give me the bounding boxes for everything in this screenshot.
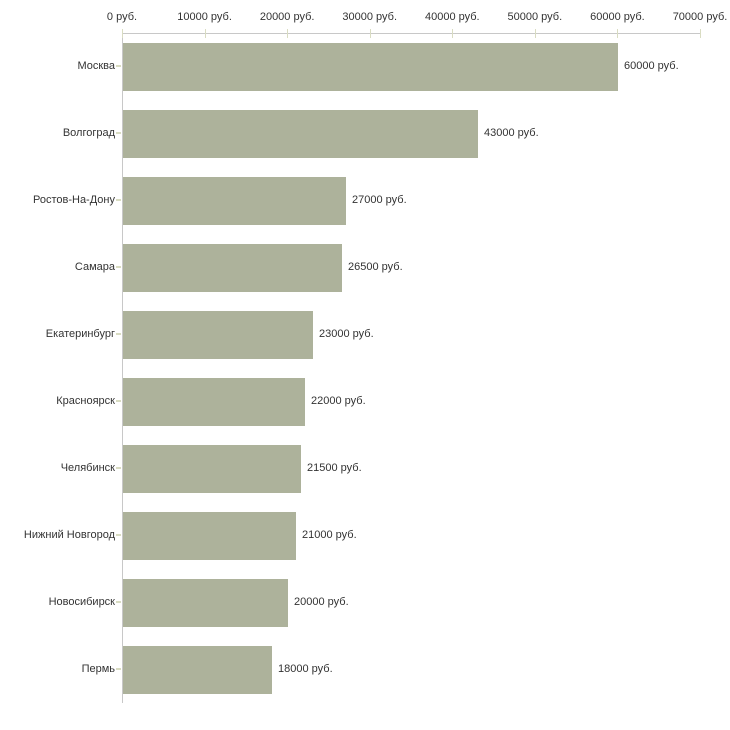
value-label: 21500 руб. <box>307 462 362 474</box>
y-tick-mark <box>116 601 121 603</box>
x-tick-label: 50000 руб. <box>507 11 563 23</box>
bar-1 <box>123 43 618 91</box>
x-tick-mark <box>287 29 289 38</box>
category-label: Новосибирск <box>48 596 115 608</box>
value-label: 22000 руб. <box>311 395 366 407</box>
category-label: Самара <box>74 261 115 273</box>
y-tick-mark <box>116 400 121 402</box>
y-tick-mark <box>116 467 121 469</box>
x-tick-label: 30000 руб. <box>342 11 398 23</box>
x-tick-label: 70000 руб. <box>672 11 728 23</box>
x-tick-mark <box>204 29 206 38</box>
value-label: 18000 руб. <box>278 663 333 675</box>
bar-9 <box>123 579 288 627</box>
bar-4 <box>123 244 342 292</box>
y-tick-mark <box>116 266 121 268</box>
value-label: 20000 руб. <box>294 596 349 608</box>
x-tick-mark <box>122 29 123 38</box>
x-tick-mark <box>534 29 536 38</box>
y-tick-mark <box>116 199 121 201</box>
y-tick-mark <box>116 65 121 67</box>
value-label: 43000 руб. <box>484 127 539 139</box>
value-label: 27000 руб. <box>352 194 407 206</box>
category-label: Москва <box>77 60 115 72</box>
value-label: 21000 руб. <box>302 529 357 541</box>
y-tick-mark <box>116 534 121 536</box>
bar-3 <box>123 177 346 225</box>
category-label: Нижний Новгород <box>23 529 115 541</box>
bar-2 <box>123 110 478 158</box>
bar-10 <box>123 646 272 694</box>
category-label: Екатеринбург <box>45 328 115 340</box>
x-tick-label: 20000 руб. <box>259 11 315 23</box>
bar-5 <box>123 311 313 359</box>
value-label: 23000 руб. <box>319 328 374 340</box>
category-label: Ростов-На-Дону <box>32 194 115 206</box>
category-label: Красноярск <box>56 395 115 407</box>
x-tick-mark <box>369 29 371 38</box>
x-tick-mark <box>617 29 619 38</box>
x-tick-label: 0 руб. <box>106 11 138 23</box>
bar-7 <box>123 445 301 493</box>
y-tick-mark <box>116 132 121 134</box>
x-tick-label: 10000 руб. <box>177 11 232 23</box>
y-tick-mark <box>116 333 121 335</box>
x-tick-label: 60000 руб. <box>590 11 645 23</box>
bar-8 <box>123 512 296 560</box>
y-tick-mark <box>116 668 121 670</box>
category-label: Волгоград <box>62 127 115 139</box>
value-label: 60000 руб. <box>624 60 679 72</box>
category-label: Пермь <box>81 663 115 675</box>
x-tick-label: 40000 руб. <box>424 11 480 23</box>
category-label: Челябинск <box>60 462 115 474</box>
plot-area <box>122 33 701 703</box>
x-tick-mark <box>452 29 454 38</box>
x-tick-mark <box>700 29 701 38</box>
bar-6 <box>123 378 305 426</box>
value-label: 26500 руб. <box>348 261 403 273</box>
